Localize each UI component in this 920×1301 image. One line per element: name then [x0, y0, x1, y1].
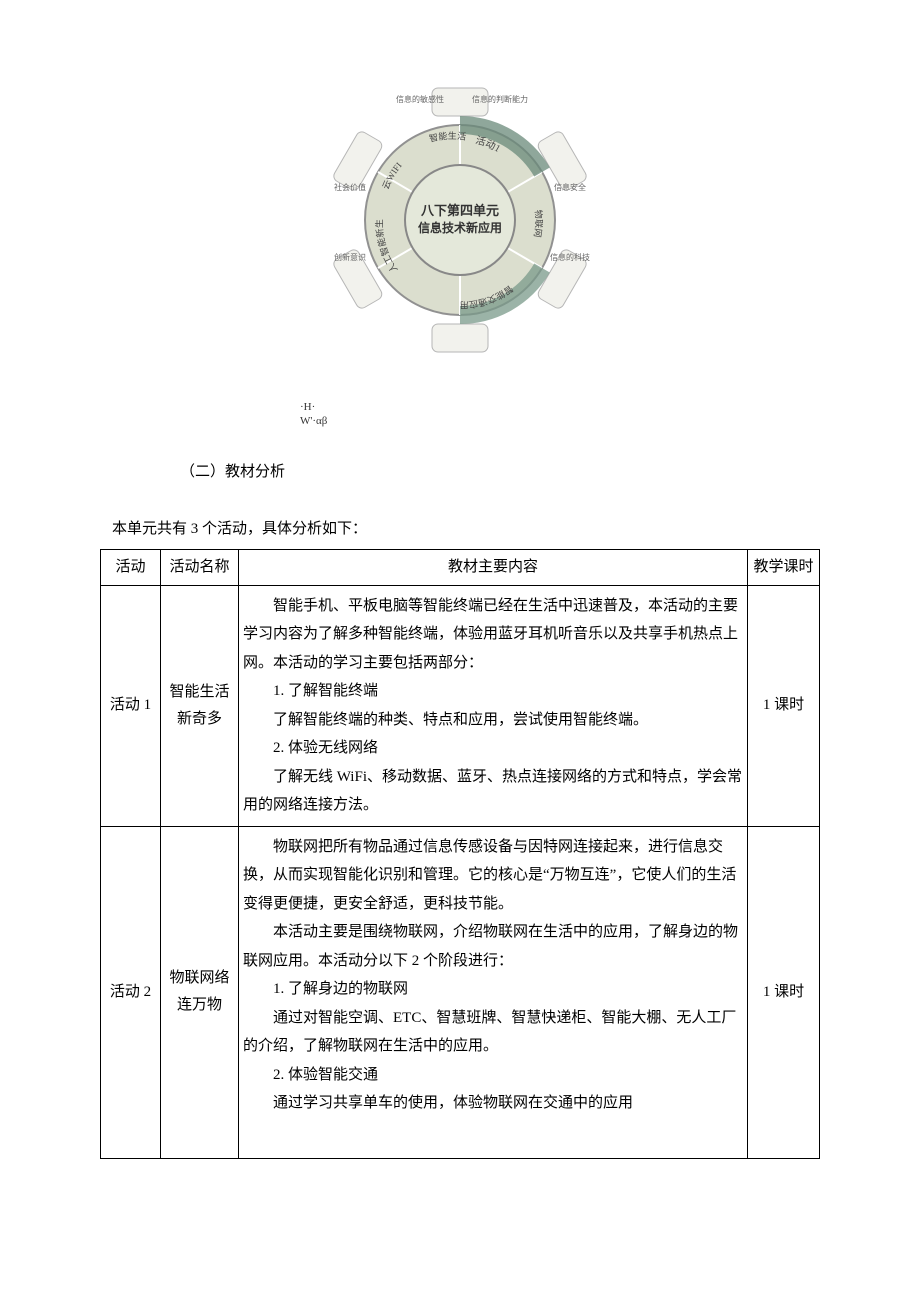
content-para: 通过对智能空调、ETC、智慧班牌、智慧快递柜、智能大棚、无人工厂的介绍，了解物联… — [243, 1004, 743, 1061]
annot-line-2: W'·αβ — [300, 414, 820, 428]
table-header-row: 活动 活动名称 教材主要内容 教学课时 — [101, 549, 820, 585]
header-activity: 活动 — [101, 549, 161, 585]
activity-content: 智能手机、平板电脑等智能终端已经在生活中迅速普及，本活动的主要学习内容为了解多种… — [239, 585, 748, 826]
content-para: 2. 体验无线网络 — [243, 734, 743, 763]
diagram-svg: 信息的敏感性 信息的判断能力 信息安全 信息的科技 社会价值 创新意识 八下 — [320, 80, 600, 360]
unit-diagram-container: 信息的敏感性 信息的判断能力 信息安全 信息的科技 社会价值 创新意识 八下 — [100, 80, 820, 370]
activity-id: 活动 2 — [101, 826, 161, 1158]
table-row: 活动 1 智能生活新奇多 智能手机、平板电脑等智能终端已经在生活中迅速普及，本活… — [101, 585, 820, 826]
outer-label: 社会价值 — [334, 182, 366, 192]
outer-label: 创新意识 — [334, 252, 366, 262]
activity-hours: 1 课时 — [748, 585, 820, 826]
activity-name: 物联网络连万物 — [161, 826, 239, 1158]
outer-label: 信息安全 — [554, 182, 586, 192]
unit-circular-diagram: 信息的敏感性 信息的判断能力 信息安全 信息的科技 社会价值 创新意识 八下 — [320, 80, 600, 360]
content-para: 本活动主要是围绕物联网，介绍物联网在生活中的应用，了解身边的物联网应用。本活动分… — [243, 918, 743, 975]
header-hours: 教学课时 — [748, 549, 820, 585]
content-para: 2. 体验智能交通 — [243, 1061, 743, 1090]
content-para: 物联网把所有物品通过信息传感设备与因特网连接起来，进行信息交换，从而实现智能化识… — [243, 833, 743, 919]
activity-name: 智能生活新奇多 — [161, 585, 239, 826]
activity-id: 活动 1 — [101, 585, 161, 826]
center-text-2: 信息技术新应用 — [418, 220, 502, 235]
annot-line-1: ·H· — [300, 400, 820, 414]
outer-label: 信息的敏感性 — [396, 94, 444, 104]
table-row: 活动 2 物联网络连万物 物联网把所有物品通过信息传感设备与因特网连接起来，进行… — [101, 826, 820, 1158]
center-text-1: 八下第四单元 — [420, 203, 499, 218]
header-content: 教材主要内容 — [239, 549, 748, 585]
content-para: 了解智能终端的种类、特点和应用，尝试使用智能终端。 — [243, 706, 743, 735]
header-name: 活动名称 — [161, 549, 239, 585]
content-para: 通过学习共享单车的使用，体验物联网在交通中的应用 — [243, 1089, 743, 1118]
content-para: 1. 了解身边的物联网 — [243, 975, 743, 1004]
activity-content: 物联网把所有物品通过信息传感设备与因特网连接起来，进行信息交换，从而实现智能化识… — [239, 826, 748, 1158]
outer-label: 信息的判断能力 — [472, 94, 528, 104]
activity-hours: 1 课时 — [748, 826, 820, 1158]
small-annotation: ·H· W'·αβ — [300, 400, 820, 429]
activity-table: 活动 活动名称 教材主要内容 教学课时 活动 1 智能生活新奇多 智能手机、平板… — [100, 549, 820, 1159]
content-para: 1. 了解智能终端 — [243, 677, 743, 706]
content-para: 了解无线 WiFi、移动数据、蓝牙、热点连接网络的方式和特点，学会常用的网络连接… — [243, 763, 743, 820]
section-heading: （二）教材分析 — [180, 459, 820, 486]
content-para: 智能手机、平板电脑等智能终端已经在生活中迅速普及，本活动的主要学习内容为了解多种… — [243, 592, 743, 678]
diagram-center — [405, 165, 515, 275]
outer-label: 信息的科技 — [550, 252, 590, 262]
intro-text: 本单元共有 3 个活动，具体分析如下： — [112, 516, 820, 543]
